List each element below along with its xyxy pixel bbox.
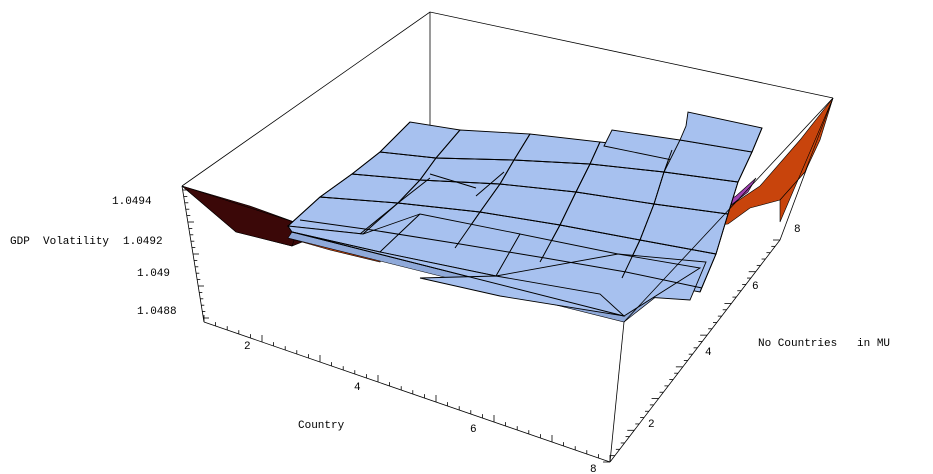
z-tick-label: 1.049 bbox=[137, 268, 170, 280]
z-tick-label: 1.0494 bbox=[112, 196, 152, 208]
x-axis-label: Country bbox=[298, 420, 345, 432]
z-tick-label: 1.0488 bbox=[137, 306, 177, 318]
mesh-line bbox=[397, 177, 431, 204]
z-tick-label: 1.0492 bbox=[123, 236, 163, 248]
x-tick-label: 4 bbox=[354, 382, 361, 394]
bounding-box-front bbox=[203, 97, 834, 463]
mesh-line bbox=[319, 196, 717, 255]
x-tick-label: 6 bbox=[470, 424, 477, 436]
surface-patch bbox=[419, 275, 626, 317]
box-front-left-bottom bbox=[203, 321, 611, 463]
x-tick-label: 2 bbox=[244, 341, 251, 353]
surface-tiles bbox=[286, 111, 763, 317]
mesh-line bbox=[429, 173, 477, 189]
box-front-right-bottom bbox=[609, 239, 781, 463]
x-axis-ticks bbox=[203, 315, 611, 462]
mesh-line bbox=[475, 171, 505, 197]
mesh-line bbox=[379, 151, 739, 183]
box-front-vertical bbox=[609, 321, 625, 463]
y-tick-label: 6 bbox=[752, 281, 759, 293]
mesh-line bbox=[351, 173, 729, 215]
y-tick-label: 8 bbox=[794, 224, 801, 236]
y-axis-ticks bbox=[603, 239, 780, 463]
x-tick-label: 8 bbox=[590, 464, 597, 474]
mesh-line bbox=[299, 219, 703, 289]
y-axis-label: No Countries in MU bbox=[758, 338, 890, 350]
surface-patch bbox=[419, 157, 515, 185]
mesh-line bbox=[699, 127, 763, 293]
surface-mesh-lines bbox=[287, 121, 763, 317]
mesh-line bbox=[291, 231, 625, 317]
z-axis-label: GDP Volatility bbox=[10, 236, 109, 248]
y-tick-label: 2 bbox=[648, 419, 655, 431]
y-tick-label: 4 bbox=[705, 347, 712, 359]
box-front-top-right bbox=[623, 97, 834, 323]
z-axis-ticks bbox=[183, 189, 209, 319]
surface-wedge-right-lower bbox=[779, 97, 834, 223]
surface-ridge-left-lower bbox=[181, 185, 301, 247]
